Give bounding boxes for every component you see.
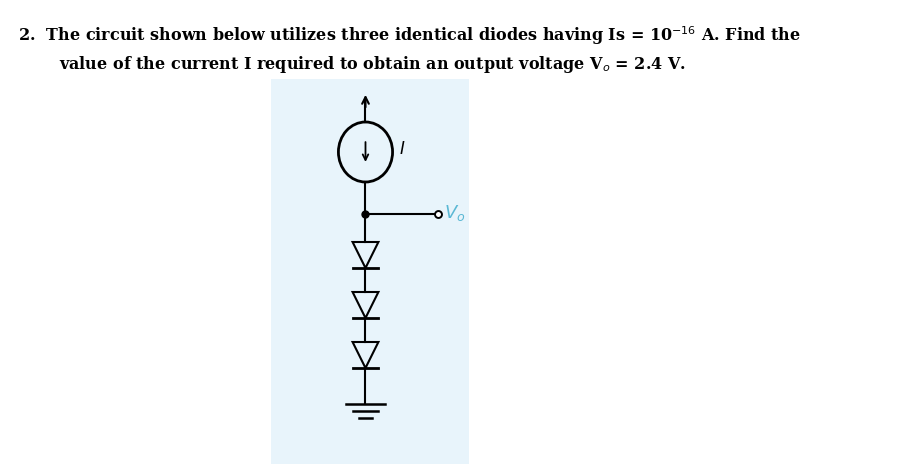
FancyBboxPatch shape	[271, 79, 469, 464]
Text: $V_o$: $V_o$	[444, 203, 466, 223]
Text: $I$: $I$	[399, 142, 405, 158]
Text: 2.  The circuit shown below utilizes three identical diodes having Is = 10$^{-16: 2. The circuit shown below utilizes thre…	[18, 24, 801, 47]
Text: value of the current I required to obtain an output voltage V$_o$ = 2.4 V.: value of the current I required to obtai…	[59, 54, 685, 75]
